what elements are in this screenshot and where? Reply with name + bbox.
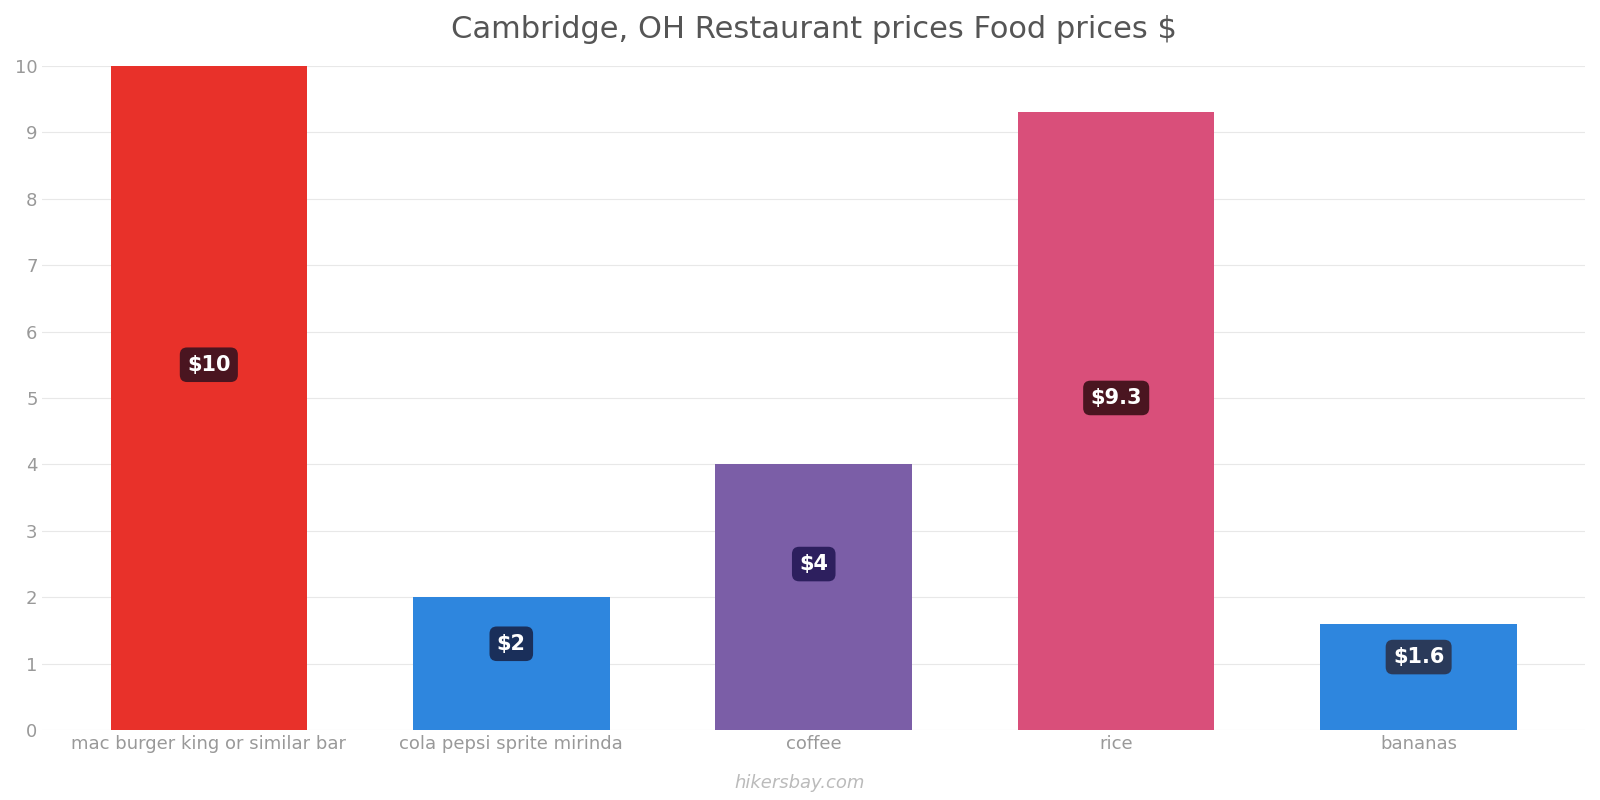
Text: $2: $2 — [496, 634, 526, 654]
Text: $1.6: $1.6 — [1394, 647, 1445, 667]
Text: $10: $10 — [187, 354, 230, 374]
Text: $9.3: $9.3 — [1091, 388, 1142, 408]
Bar — [715, 464, 912, 730]
Text: $4: $4 — [800, 554, 829, 574]
Bar — [110, 66, 307, 730]
Title: Cambridge, OH Restaurant prices Food prices $: Cambridge, OH Restaurant prices Food pri… — [451, 15, 1176, 44]
Bar — [1320, 624, 1517, 730]
Text: hikersbay.com: hikersbay.com — [734, 774, 866, 792]
Bar — [1018, 112, 1214, 730]
Bar — [413, 598, 610, 730]
